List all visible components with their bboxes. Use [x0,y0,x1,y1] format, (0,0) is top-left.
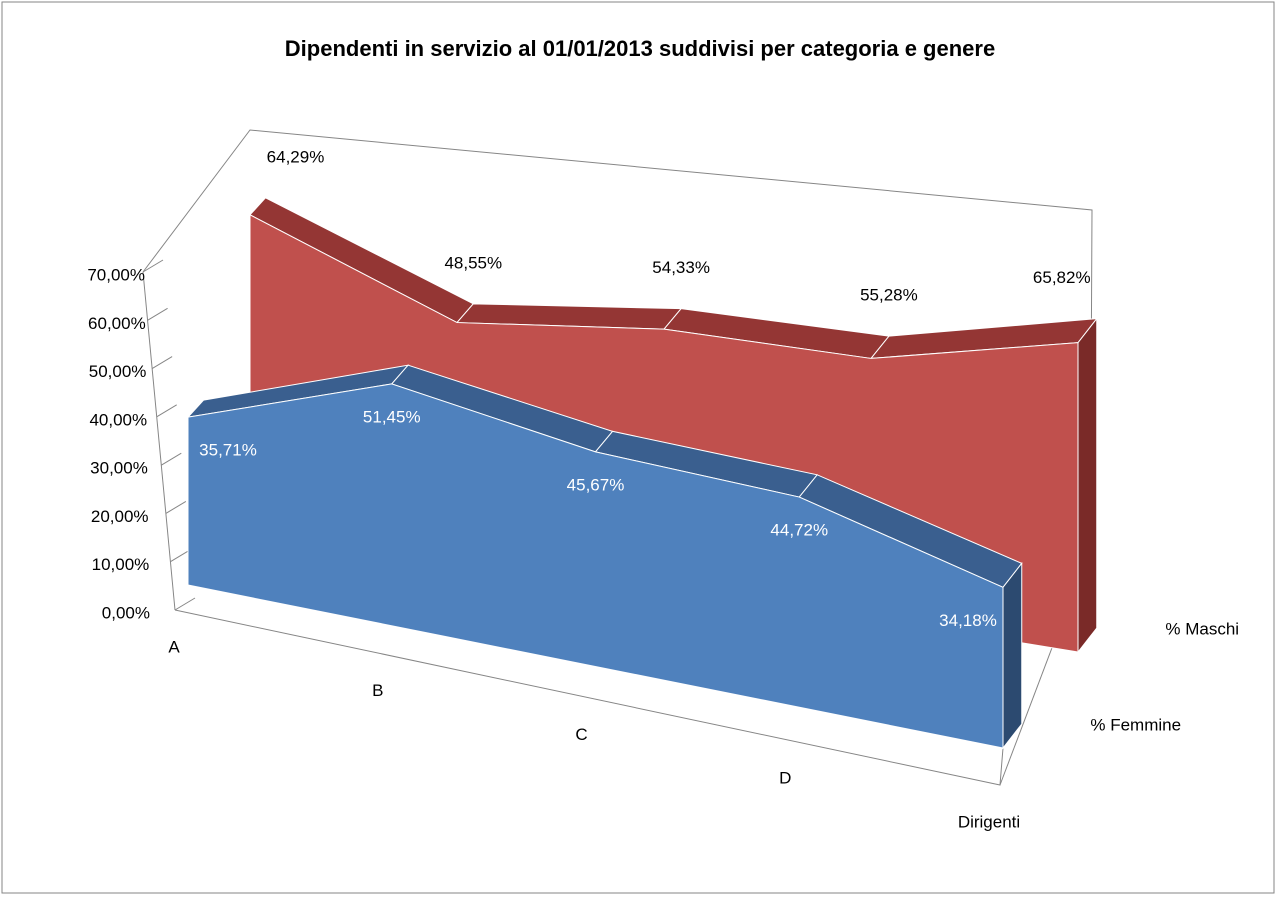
legend-label: % Maschi [1165,619,1239,638]
area-side [1077,317,1098,654]
data-label: 51,45% [363,407,421,426]
area-side [1002,561,1023,750]
y-tick-label: 20,00% [91,507,149,526]
x-tick-label: Dirigenti [958,812,1020,831]
data-label: 54,33% [652,258,710,277]
data-label: 55,28% [860,286,918,305]
y-tick-label: 70,00% [87,265,145,284]
x-tick-label: A [168,637,180,656]
data-label: 44,72% [770,521,828,540]
data-label: 34,18% [939,611,997,630]
chart-title: Dipendenti in servizio al 01/01/2013 sud… [285,36,995,61]
grid-line [151,356,173,370]
data-label: 35,71% [199,441,257,460]
legend-label: % Femmine [1090,715,1181,734]
data-label: 65,82% [1033,268,1091,287]
grid-line [165,500,187,514]
x-tick-label: D [779,769,791,788]
y-tick-label: 60,00% [88,314,146,333]
data-label: 64,29% [267,147,325,166]
grid-line [174,597,196,611]
grid-line [156,404,177,418]
y-axis [142,271,176,611]
y-tick-label: 30,00% [90,459,148,478]
data-label: 45,67% [567,475,625,494]
y-tick-label: 10,00% [92,555,150,574]
grid-line [161,452,182,466]
grid-line [170,549,191,563]
y-tick-label: 40,00% [89,410,147,429]
y-tick-label: 50,00% [89,362,147,381]
y-tick-label: 0,00% [102,603,150,622]
x-tick-label: C [575,725,587,744]
grid-line [142,259,164,273]
grid-line [147,307,168,321]
x-tick-label: B [372,681,383,700]
data-label: 48,55% [444,253,502,272]
area [187,383,1004,749]
